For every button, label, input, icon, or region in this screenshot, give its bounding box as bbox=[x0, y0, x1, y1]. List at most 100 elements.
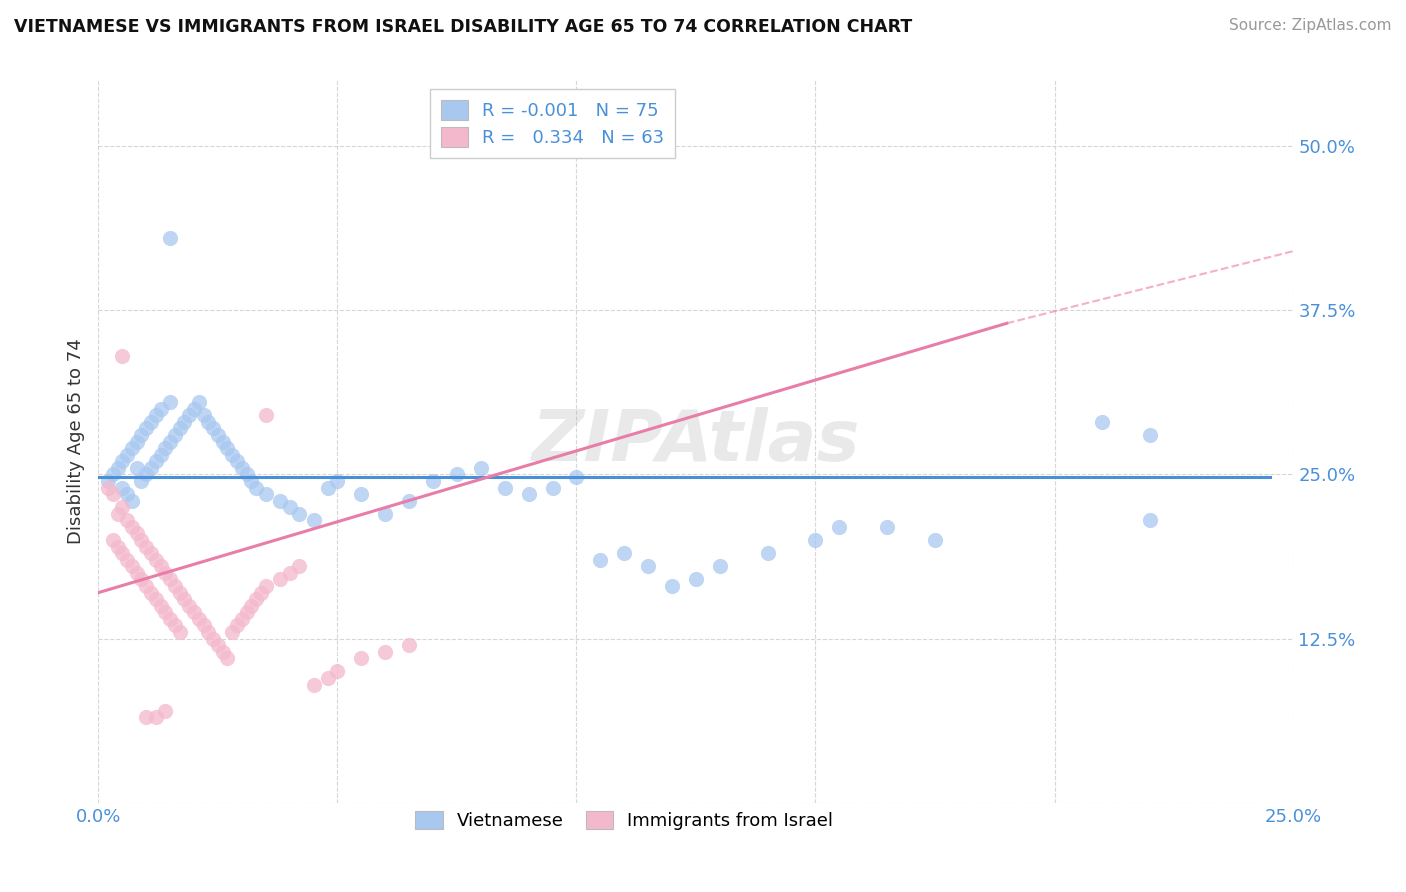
Point bbox=[139, 546, 162, 560]
Point bbox=[756, 546, 779, 560]
Point bbox=[179, 409, 201, 423]
Point bbox=[240, 599, 263, 613]
Point bbox=[217, 651, 239, 665]
Point bbox=[125, 566, 148, 580]
Point bbox=[541, 481, 564, 495]
Point bbox=[121, 441, 143, 455]
Point bbox=[159, 573, 181, 587]
Point bbox=[169, 421, 191, 435]
Point bbox=[350, 487, 373, 501]
Point bbox=[231, 460, 253, 475]
Point bbox=[121, 559, 143, 574]
Point bbox=[163, 428, 186, 442]
Y-axis label: Disability Age 65 to 74: Disability Age 65 to 74 bbox=[66, 339, 84, 544]
Point bbox=[269, 573, 291, 587]
Point bbox=[107, 540, 129, 554]
Point bbox=[470, 460, 492, 475]
Point bbox=[135, 710, 157, 724]
Point bbox=[173, 415, 195, 429]
Point bbox=[183, 401, 205, 416]
Point bbox=[245, 481, 267, 495]
Point bbox=[613, 546, 636, 560]
Point bbox=[398, 493, 420, 508]
Point bbox=[97, 481, 120, 495]
Point bbox=[326, 474, 349, 488]
Point bbox=[374, 507, 396, 521]
Point bbox=[637, 559, 659, 574]
Point bbox=[316, 481, 339, 495]
Point bbox=[131, 428, 153, 442]
Point bbox=[254, 409, 277, 423]
Point bbox=[1139, 428, 1161, 442]
Point bbox=[155, 605, 177, 619]
Point bbox=[121, 520, 143, 534]
Text: VIETNAMESE VS IMMIGRANTS FROM ISRAEL DISABILITY AGE 65 TO 74 CORRELATION CHART: VIETNAMESE VS IMMIGRANTS FROM ISRAEL DIS… bbox=[14, 18, 912, 36]
Point bbox=[159, 395, 181, 409]
Point bbox=[139, 460, 162, 475]
Point bbox=[288, 507, 311, 521]
Text: Source: ZipAtlas.com: Source: ZipAtlas.com bbox=[1229, 18, 1392, 33]
Point bbox=[197, 625, 219, 640]
Point bbox=[145, 553, 167, 567]
Point bbox=[207, 638, 229, 652]
Text: ZIPAtlas: ZIPAtlas bbox=[531, 407, 860, 476]
Point bbox=[326, 665, 349, 679]
Point bbox=[145, 592, 167, 607]
Point bbox=[250, 585, 273, 599]
Point bbox=[226, 454, 249, 468]
Point bbox=[422, 474, 444, 488]
Point bbox=[173, 592, 195, 607]
Point bbox=[193, 618, 215, 632]
Point bbox=[211, 434, 233, 449]
Point bbox=[97, 474, 120, 488]
Point bbox=[240, 474, 263, 488]
Point bbox=[193, 409, 215, 423]
Point bbox=[517, 487, 540, 501]
Point bbox=[159, 231, 181, 245]
Point bbox=[169, 625, 191, 640]
Point bbox=[163, 579, 186, 593]
Point bbox=[1091, 415, 1114, 429]
Point bbox=[1139, 513, 1161, 527]
Point bbox=[350, 651, 373, 665]
Point bbox=[202, 421, 225, 435]
Legend: Vietnamese, Immigrants from Israel: Vietnamese, Immigrants from Israel bbox=[408, 804, 841, 837]
Point bbox=[131, 474, 153, 488]
Point bbox=[155, 566, 177, 580]
Point bbox=[135, 540, 157, 554]
Point bbox=[187, 395, 209, 409]
Point bbox=[145, 409, 167, 423]
Point bbox=[221, 448, 243, 462]
Point bbox=[221, 625, 243, 640]
Point bbox=[111, 481, 134, 495]
Point bbox=[149, 599, 172, 613]
Point bbox=[149, 559, 172, 574]
Point bbox=[924, 533, 946, 547]
Point bbox=[278, 566, 301, 580]
Point bbox=[828, 520, 851, 534]
Point bbox=[245, 592, 267, 607]
Point bbox=[211, 645, 233, 659]
Point bbox=[139, 585, 162, 599]
Point bbox=[131, 533, 153, 547]
Point bbox=[145, 454, 167, 468]
Point bbox=[163, 618, 186, 632]
Point bbox=[149, 448, 172, 462]
Point bbox=[202, 632, 225, 646]
Point bbox=[217, 441, 239, 455]
Point bbox=[254, 579, 277, 593]
Point bbox=[101, 533, 124, 547]
Point bbox=[107, 507, 129, 521]
Point bbox=[111, 454, 134, 468]
Point bbox=[111, 500, 134, 515]
Point bbox=[101, 487, 124, 501]
Point bbox=[135, 421, 157, 435]
Point bbox=[115, 513, 138, 527]
Point bbox=[302, 513, 325, 527]
Point bbox=[709, 559, 731, 574]
Point bbox=[139, 415, 162, 429]
Point bbox=[685, 573, 707, 587]
Point bbox=[494, 481, 516, 495]
Point bbox=[231, 612, 253, 626]
Point bbox=[159, 434, 181, 449]
